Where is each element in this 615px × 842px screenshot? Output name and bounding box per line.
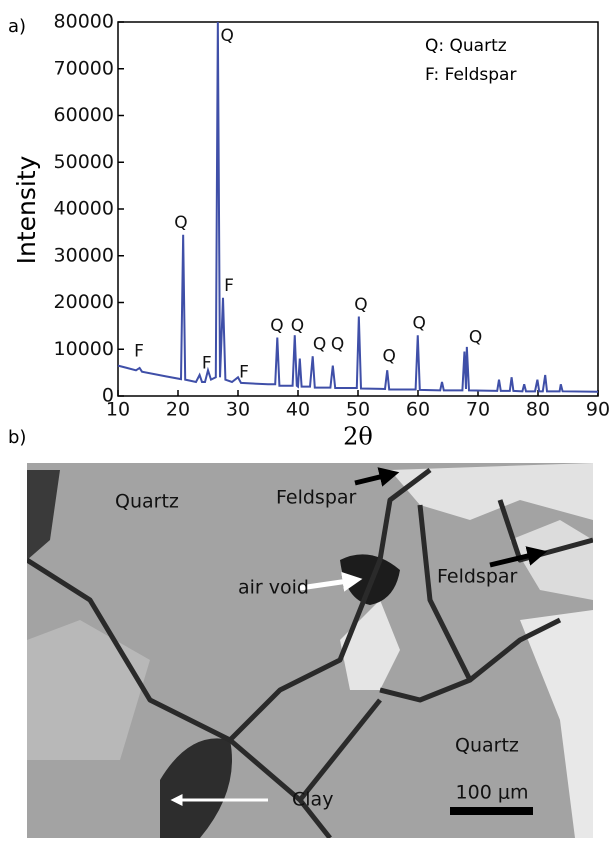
peak-label: Q <box>354 295 367 315</box>
key-text: F: Feldspar <box>425 65 516 85</box>
peak-label: Q <box>413 314 426 334</box>
y-tick-label: 80000 <box>54 11 114 33</box>
sem-label: Clay <box>292 789 333 811</box>
y-tick-label: 10000 <box>54 338 114 360</box>
x-tick-label: 90 <box>586 399 610 421</box>
x-tick-label: 80 <box>526 399 550 421</box>
peak-label: Q <box>174 213 187 233</box>
y-tick-label: 50000 <box>54 151 114 173</box>
x-tick-label: 20 <box>166 399 190 421</box>
x-axis-label: 2θ <box>343 423 373 451</box>
peak-label: F <box>239 363 249 383</box>
peak-label: Q <box>383 346 396 366</box>
scale-bar-label: 100 μm <box>456 782 529 804</box>
y-tick-label: 20000 <box>54 291 114 313</box>
sem-label: air void <box>238 577 309 599</box>
sem-label: Quartz <box>115 491 179 513</box>
peak-label: Q <box>313 335 326 355</box>
peak-label: F <box>224 276 234 296</box>
peak-label: F <box>202 353 212 373</box>
x-tick-label: 10 <box>106 399 130 421</box>
x-tick-label: 40 <box>286 399 310 421</box>
sem-image <box>27 463 593 838</box>
x-tick-label: 70 <box>466 399 490 421</box>
peak-label: Q <box>291 316 304 336</box>
panel-label: a) <box>8 16 26 37</box>
xrd-line <box>117 21 599 393</box>
peak-label: Q <box>469 328 482 348</box>
x-tick-label: 50 <box>346 399 370 421</box>
y-axis-label: Intensity <box>12 155 41 264</box>
peak-label: Q <box>331 335 344 355</box>
y-tick-label: 60000 <box>54 104 114 126</box>
sem-label: Quartz <box>455 735 519 757</box>
y-tick-label: 70000 <box>54 57 114 79</box>
panel-label: b) <box>8 427 26 448</box>
x-tick-label: 60 <box>406 399 430 421</box>
sem-label: Feldspar <box>437 566 518 588</box>
key-text: Q: Quartz <box>425 36 507 56</box>
y-tick-label: 40000 <box>54 198 114 220</box>
peak-label: Q <box>221 26 234 46</box>
x-tick-label: 30 <box>226 399 250 421</box>
peak-label: Q <box>270 316 283 336</box>
y-tick-label: 30000 <box>54 244 114 266</box>
y-tick-label: 0 <box>102 385 114 407</box>
peak-label: F <box>134 342 144 362</box>
sem-label: Feldspar <box>276 487 357 509</box>
